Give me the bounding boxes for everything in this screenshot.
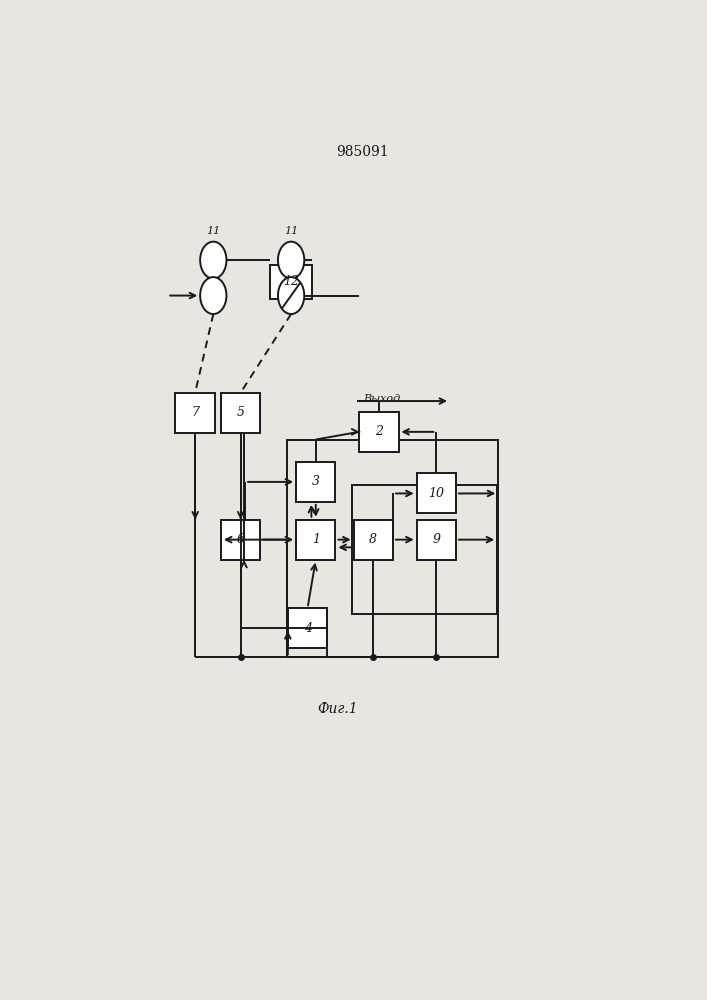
Bar: [359, 412, 399, 452]
Circle shape: [278, 242, 304, 279]
Text: Фиг.1: Фиг.1: [317, 702, 358, 716]
Text: 985091: 985091: [336, 145, 389, 159]
Bar: [416, 473, 456, 513]
Bar: [221, 520, 260, 560]
Circle shape: [278, 277, 304, 314]
Bar: [175, 393, 215, 433]
Text: 5: 5: [237, 406, 245, 419]
Bar: [296, 520, 336, 560]
Text: 2: 2: [375, 425, 382, 438]
Circle shape: [200, 277, 226, 314]
Text: 9: 9: [432, 533, 440, 546]
Text: 6: 6: [237, 533, 245, 546]
Circle shape: [200, 242, 226, 279]
Text: 3: 3: [312, 475, 320, 488]
Text: 8: 8: [369, 533, 378, 546]
Bar: [416, 520, 456, 560]
Text: 1: 1: [312, 533, 320, 546]
Text: 11: 11: [206, 226, 221, 235]
Text: 4: 4: [303, 622, 312, 635]
Bar: [270, 265, 312, 299]
Text: 12: 12: [283, 275, 299, 288]
Bar: [296, 462, 336, 502]
Bar: [353, 485, 497, 614]
Bar: [288, 608, 327, 648]
Bar: [221, 393, 260, 433]
Bar: [354, 520, 393, 560]
Text: 7: 7: [191, 406, 199, 419]
Text: Выход: Выход: [363, 394, 401, 404]
Text: 11: 11: [284, 226, 298, 235]
Text: 10: 10: [428, 487, 444, 500]
Bar: [287, 440, 498, 657]
